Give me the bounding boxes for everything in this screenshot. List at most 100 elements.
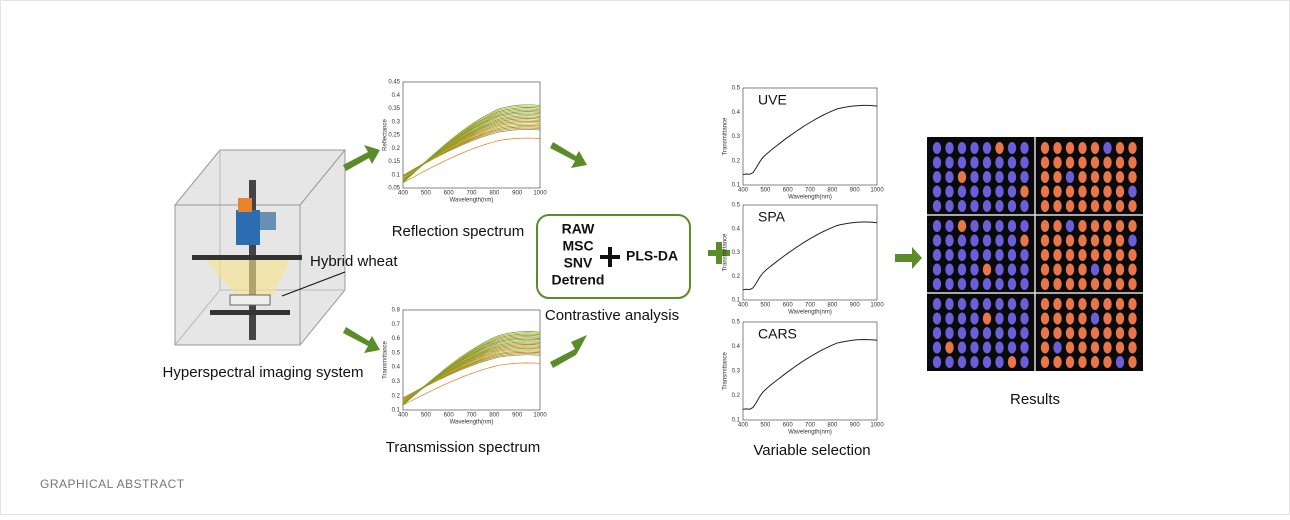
results-label: Results <box>1010 391 1060 408</box>
y-tick-label: 0.2 <box>392 393 401 399</box>
y-axis-label: Reflectance <box>383 118 389 150</box>
y-tick-label: 0.1 <box>732 418 741 424</box>
x-tick-label: 1000 <box>533 191 547 197</box>
seed <box>1103 341 1112 354</box>
y-tick-label: 0.5 <box>732 86 741 92</box>
seed <box>932 156 942 169</box>
y-tick-label: 0.2 <box>732 393 741 399</box>
caption: GRAPHICAL ABSTRACT <box>40 477 185 491</box>
x-tick-label: 600 <box>783 303 794 309</box>
seed <box>970 156 979 169</box>
seed <box>1128 185 1137 198</box>
seed <box>995 220 1004 232</box>
seed <box>945 249 954 261</box>
seed <box>1128 142 1137 154</box>
seed <box>1020 341 1029 354</box>
seed <box>1115 312 1125 325</box>
seed <box>982 263 992 276</box>
seed <box>1115 200 1125 212</box>
seed <box>1078 341 1087 354</box>
seed <box>1065 234 1075 247</box>
seed <box>970 263 979 276</box>
seed <box>1115 171 1125 183</box>
seed <box>1053 156 1062 169</box>
seed <box>932 263 942 276</box>
x-axis-label: Wavelength(nm) <box>788 310 832 316</box>
seed <box>1065 185 1075 198</box>
seed <box>1020 185 1029 198</box>
plot-frame <box>742 87 878 186</box>
seed <box>1128 327 1137 339</box>
x-tick-label: 500 <box>421 413 432 419</box>
y-tick-label: 0.35 <box>388 106 400 112</box>
x-tick-label: 700 <box>805 188 816 194</box>
seed <box>1020 298 1029 310</box>
seed <box>995 171 1004 183</box>
seed <box>995 298 1004 310</box>
y-tick-label: 0.05 <box>388 186 400 192</box>
arrows <box>343 142 922 368</box>
seed <box>1007 142 1017 154</box>
seed <box>1078 278 1087 290</box>
seed <box>982 142 992 154</box>
spectrum-curve <box>402 137 541 184</box>
seed <box>957 278 967 290</box>
seed <box>1078 171 1087 183</box>
x-tick-label: 900 <box>850 303 861 309</box>
seed <box>1053 298 1062 310</box>
analysis-label: Contrastive analysis <box>545 307 679 324</box>
seed <box>1128 356 1137 368</box>
y-axis-label: Transmittance <box>723 117 729 155</box>
y-tick-label: 0.5 <box>732 203 741 209</box>
seed <box>995 249 1004 261</box>
seed <box>1128 278 1137 290</box>
seed <box>932 234 942 247</box>
seed <box>1040 341 1050 354</box>
y-tick-label: 0.15 <box>388 159 400 165</box>
x-tick-label: 900 <box>512 413 523 419</box>
spectrum-curve <box>742 104 878 175</box>
seed <box>1040 185 1050 198</box>
x-axis-label: Wavelength(nm) <box>450 198 494 204</box>
seed <box>1007 171 1017 183</box>
seed <box>1115 156 1125 169</box>
seed <box>1103 327 1112 339</box>
spectrum-curve <box>402 115 541 181</box>
x-tick-label: 800 <box>827 423 838 429</box>
seed <box>1020 312 1029 325</box>
seed <box>1078 312 1087 325</box>
y-tick-label: 0.2 <box>732 274 741 280</box>
seed <box>982 341 992 354</box>
seed <box>932 278 942 290</box>
seed <box>1090 341 1100 354</box>
y-tick-label: 0.2 <box>732 158 741 164</box>
seed <box>970 341 979 354</box>
seed <box>982 220 992 232</box>
seed <box>995 327 1004 339</box>
spectrum-curve <box>742 338 878 410</box>
seed <box>945 234 954 247</box>
seed <box>932 200 942 212</box>
seed <box>995 156 1004 169</box>
seed <box>995 185 1004 198</box>
x-tick-label: 900 <box>850 188 861 194</box>
seed <box>1128 312 1137 325</box>
seed <box>1078 356 1087 368</box>
x-tick-label: 600 <box>444 191 455 197</box>
seed <box>982 278 992 290</box>
seed <box>970 356 979 368</box>
seed <box>1090 185 1100 198</box>
seed <box>1090 142 1100 154</box>
seed <box>1103 200 1112 212</box>
seed <box>1053 278 1062 290</box>
seed <box>970 312 979 325</box>
seed <box>1007 298 1017 310</box>
seed <box>995 341 1004 354</box>
seed <box>970 327 979 339</box>
seed <box>1007 249 1017 261</box>
seed <box>970 185 979 198</box>
seed <box>1115 356 1125 368</box>
seed <box>970 278 979 290</box>
x-tick-label: 800 <box>827 188 838 194</box>
